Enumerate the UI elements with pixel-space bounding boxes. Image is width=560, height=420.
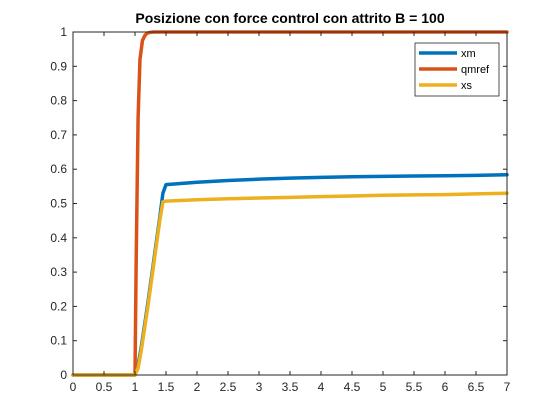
- x-tick-label: 2.5: [220, 380, 237, 394]
- x-tick-label: 1: [132, 380, 139, 394]
- y-tick-label: 0.9: [50, 59, 67, 73]
- legend-label-qmref: qmref: [461, 64, 490, 76]
- x-tick-label: 1.5: [158, 380, 175, 394]
- y-tick-label: 0.2: [50, 299, 67, 313]
- x-tick-label: 4.5: [344, 380, 361, 394]
- x-tick-label: 3.5: [282, 380, 299, 394]
- x-tick-label: 7: [504, 380, 511, 394]
- y-tick-label: 0.5: [50, 197, 67, 211]
- x-tick-label: 5.5: [406, 380, 423, 394]
- legend: xm qmref xs: [415, 43, 499, 96]
- y-tick-label: 0.7: [50, 128, 67, 142]
- x-tick-label: 6: [442, 380, 449, 394]
- y-tick-label: 0.6: [50, 162, 67, 176]
- y-tick-label: 0.3: [50, 265, 67, 279]
- x-tick-label: 0.5: [96, 380, 113, 394]
- x-tick-label: 0: [70, 380, 77, 394]
- chart-title: Posizione con force control con attrito …: [135, 10, 444, 26]
- y-tick-label: 0.8: [50, 94, 67, 108]
- y-tick-label: 0.4: [50, 231, 67, 245]
- x-tick-label: 4: [318, 380, 325, 394]
- legend-label-xs: xs: [461, 80, 473, 92]
- y-tick-label: 0: [60, 368, 67, 382]
- y-tick-label: 1: [60, 25, 67, 39]
- x-tick-label: 5: [380, 380, 387, 394]
- legend-label-xm: xm: [461, 48, 476, 60]
- x-tick-label: 3: [256, 380, 263, 394]
- x-tick-label: 2: [194, 380, 201, 394]
- x-tick-label: 6.5: [468, 380, 485, 394]
- y-tick-label: 0.1: [50, 334, 67, 348]
